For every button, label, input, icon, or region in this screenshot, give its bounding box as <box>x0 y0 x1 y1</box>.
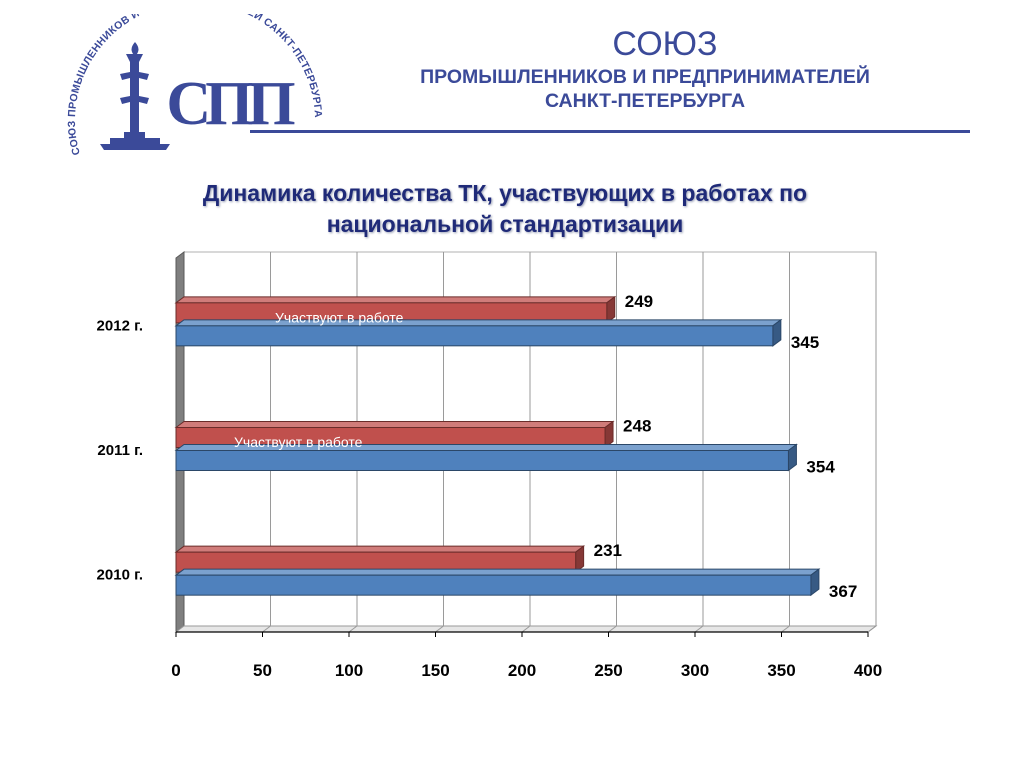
gridline-floor <box>867 625 877 633</box>
x-tick-label: 100 <box>335 661 363 680</box>
data-label: 231 <box>594 541 622 560</box>
x-axis-ticks: 0 50 100 150 200 250 300 350 400 <box>171 632 882 680</box>
data-label: 345 <box>791 333 819 352</box>
rostral-column-icon <box>100 42 170 150</box>
category-label: 2011 г. <box>97 442 143 459</box>
bars <box>174 295 821 597</box>
gridline-floor <box>694 625 704 633</box>
category-labels: 2012 г. 2011 г. 2010 г. <box>97 317 143 583</box>
gridline-floor <box>262 625 271 633</box>
chart-title-line1: Динамика количества ТК, участвующих в ра… <box>202 180 808 206</box>
category-label: 2012 г. <box>97 317 143 334</box>
x-tick-label: 150 <box>421 661 449 680</box>
org-name-line2: САНКТ-ПЕТЕРБУРГА <box>544 90 746 112</box>
data-label: 248 <box>623 417 651 436</box>
org-name-line1: ПРОМЫШЛЕННИКОВ И ПРЕДПРИНИМАТЕЛЕЙ <box>420 66 870 88</box>
bar <box>175 574 812 596</box>
bar <box>175 325 774 347</box>
gridline-floor <box>348 625 358 633</box>
data-labels: 249 345 Участвуют в работе 248 354 Участвуют … <box>234 292 857 601</box>
x-tick-label: 400 <box>854 661 882 680</box>
x-tick-label: 200 <box>508 661 536 680</box>
category-label: 2010 г. <box>97 567 143 584</box>
chart-title: Динамика количества ТК, участвующих в ра… <box>120 178 890 240</box>
bar-top <box>174 421 615 428</box>
header-rule <box>250 130 970 133</box>
bar-top <box>174 568 821 576</box>
x-tick-label: 0 <box>171 661 180 680</box>
x-tick-label: 350 <box>767 661 795 680</box>
gridline-floor <box>521 625 531 633</box>
gridline-floor <box>781 625 790 633</box>
data-label: 354 <box>806 458 835 477</box>
union-logo: СОЮЗ ПРОМЫШЛЕННИКОВ И ПРЕДПРИНИМАТЕЛЕЙ С… <box>66 14 324 156</box>
gridline-floor <box>435 625 444 633</box>
data-label: 249 <box>625 292 653 311</box>
x-tick-label: 50 <box>253 661 272 680</box>
bar-annotation: Участвуют в работе <box>234 434 363 450</box>
org-name: СОЮЗ <box>612 25 718 63</box>
bar-annotation: Участвуют в работе <box>275 309 404 325</box>
x-tick-label: 300 <box>681 661 709 680</box>
bar-top <box>174 319 783 327</box>
logo-monogram: СПП <box>166 70 295 138</box>
bar <box>175 450 789 471</box>
bar-top <box>174 545 586 553</box>
x-tick-label: 250 <box>594 661 622 680</box>
bar-top <box>174 296 617 304</box>
chart-title-line2: национальной стандартизации <box>326 211 684 237</box>
gridline-floor <box>608 625 617 633</box>
data-label: 367 <box>829 582 857 601</box>
